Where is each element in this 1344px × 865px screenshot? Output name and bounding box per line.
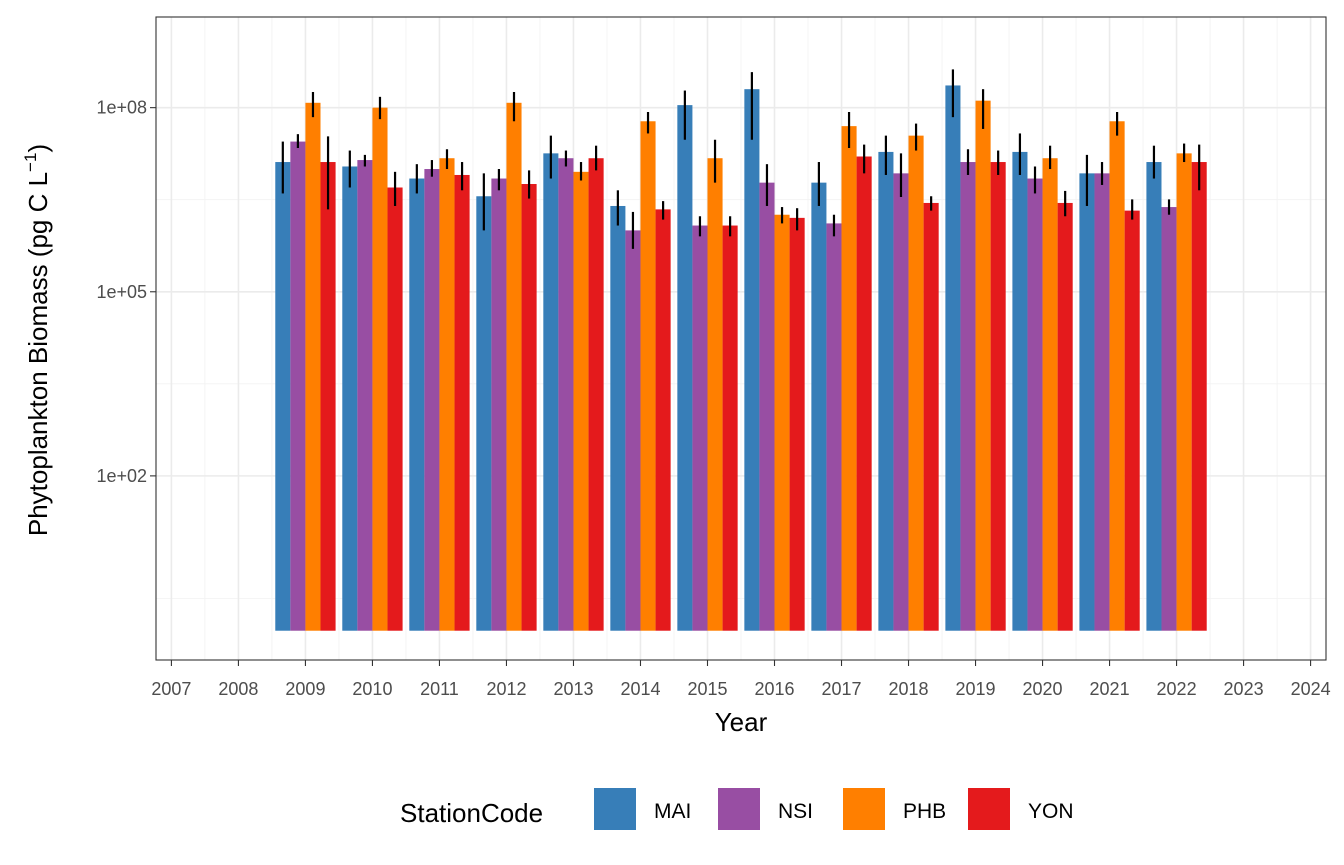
x-tick-label: 2016 (754, 679, 794, 699)
bar-yon-2009 (320, 162, 336, 631)
bar-phb-2010 (372, 107, 388, 631)
bar-mai-2021 (1079, 173, 1095, 631)
bar-mai-2013 (543, 153, 559, 631)
x-axis: 2007 2008 2009 2010 2011 2012 2013 2014 2015 2016… (151, 660, 1331, 699)
bar-yon-2012 (521, 184, 537, 631)
y-axis-title-superscript: −1 (21, 153, 40, 172)
y-tick-label: 1e+08 (96, 98, 147, 118)
bar-mai-2010 (342, 166, 358, 631)
bar-nsi-2009 (290, 141, 306, 631)
legend-label-yon: YON (1028, 800, 1074, 823)
bar-phb-2012 (506, 102, 522, 631)
bar-phb-2019 (975, 100, 991, 631)
y-tick-label: 1e+02 (96, 466, 147, 486)
bar-mai-2016 (744, 89, 760, 631)
x-tick-label: 2010 (352, 679, 392, 699)
bar-yon-2019 (990, 162, 1006, 631)
bar-mai-2012 (476, 196, 492, 631)
x-tick-label: 2011 (420, 679, 459, 699)
x-tick-label: 2014 (620, 679, 660, 699)
bar-phb-2022 (1176, 153, 1192, 631)
bar-nsi-2018 (893, 173, 909, 631)
bar-yon-2010 (387, 187, 403, 631)
x-tick-label: 2018 (889, 679, 929, 699)
bar-mai-2019 (945, 85, 961, 631)
x-tick-label: 2024 (1291, 679, 1331, 699)
bar-phb-2018 (908, 135, 924, 631)
bar-mai-2015 (677, 105, 693, 631)
bar-yon-2016 (789, 217, 805, 631)
bar-phb-2020 (1042, 158, 1058, 631)
bar-nsi-2013 (558, 158, 574, 631)
bar-nsi-2010 (357, 160, 373, 631)
bar-phb-2011 (439, 158, 455, 631)
x-tick-label: 2020 (1023, 679, 1063, 699)
bar-mai-2022 (1146, 162, 1162, 631)
bar-nsi-2020 (1027, 178, 1043, 631)
bar-yon-2014 (655, 209, 671, 631)
bar-yon-2017 (856, 156, 872, 631)
bar-yon-2015 (722, 225, 738, 631)
bar-nsi-2014 (625, 230, 641, 631)
bar-phb-2017 (841, 126, 857, 631)
legend-key-yon (968, 788, 1010, 830)
bar-phb-2013 (573, 171, 589, 631)
bar-mai-2018 (878, 151, 894, 631)
x-tick-label: 2017 (821, 679, 861, 699)
bar-nsi-2022 (1161, 207, 1177, 631)
bar-nsi-2012 (491, 178, 507, 631)
bar-nsi-2016 (759, 182, 775, 631)
x-tick-label: 2009 (285, 679, 325, 699)
bar-phb-2014 (640, 121, 656, 631)
x-tick-label: 2007 (151, 679, 191, 699)
bar-mai-2017 (811, 182, 827, 631)
y-axis-title: Phytoplankton Biomass (pg C L−1) (21, 144, 53, 536)
legend-title: StationCode (400, 798, 543, 828)
legend: StationCode MAI NSI PHB YON (400, 788, 1074, 830)
bar-yon-2020 (1057, 202, 1073, 631)
x-tick-label: 2012 (486, 679, 526, 699)
bar-mai-2020 (1012, 151, 1028, 631)
legend-label-phb: PHB (903, 800, 946, 823)
bar-phb-2016 (774, 214, 790, 631)
bar-mai-2011 (409, 178, 425, 631)
error-bars (281, 69, 1201, 249)
x-tick-label: 2008 (218, 679, 258, 699)
y-tick-label: 1e+05 (96, 282, 147, 302)
bar-yon-2018 (923, 202, 939, 631)
x-tick-label: 2013 (553, 679, 593, 699)
bar-nsi-2017 (826, 223, 842, 631)
y-axis-title-text: Phytoplankton Biomass (pg C L (23, 172, 53, 536)
x-axis-title: Year (715, 707, 768, 737)
legend-key-nsi (718, 788, 760, 830)
x-tick-label: 2019 (956, 679, 996, 699)
y-axis: 1e+02 1e+05 1e+08 (96, 98, 156, 486)
x-tick-label: 2022 (1157, 679, 1197, 699)
legend-label-nsi: NSI (778, 800, 813, 823)
bar-mai-2009 (275, 162, 291, 631)
bar-nsi-2019 (960, 162, 976, 631)
panel-border (155, 16, 1327, 661)
x-tick-label: 2015 (687, 679, 727, 699)
bar-phb-2021 (1109, 121, 1125, 631)
bar-nsi-2011 (424, 169, 440, 631)
bar-nsi-2015 (692, 225, 708, 631)
x-tick-label: 2023 (1224, 679, 1264, 699)
legend-label-mai: MAI (654, 800, 691, 823)
bar-yon-2011 (454, 174, 470, 631)
bar-series (275, 85, 1207, 631)
legend-key-phb (843, 788, 885, 830)
bar-yon-2022 (1191, 162, 1207, 631)
bar-nsi-2021 (1094, 173, 1110, 631)
legend-key-mai (594, 788, 636, 830)
bar-phb-2009 (305, 102, 321, 631)
bar-mai-2014 (610, 205, 626, 631)
x-tick-label: 2021 (1090, 679, 1130, 699)
bar-yon-2021 (1124, 210, 1140, 631)
y-axis-title-close: ) (23, 144, 53, 153)
bar-phb-2015 (707, 158, 723, 631)
bar-yon-2013 (588, 158, 604, 631)
